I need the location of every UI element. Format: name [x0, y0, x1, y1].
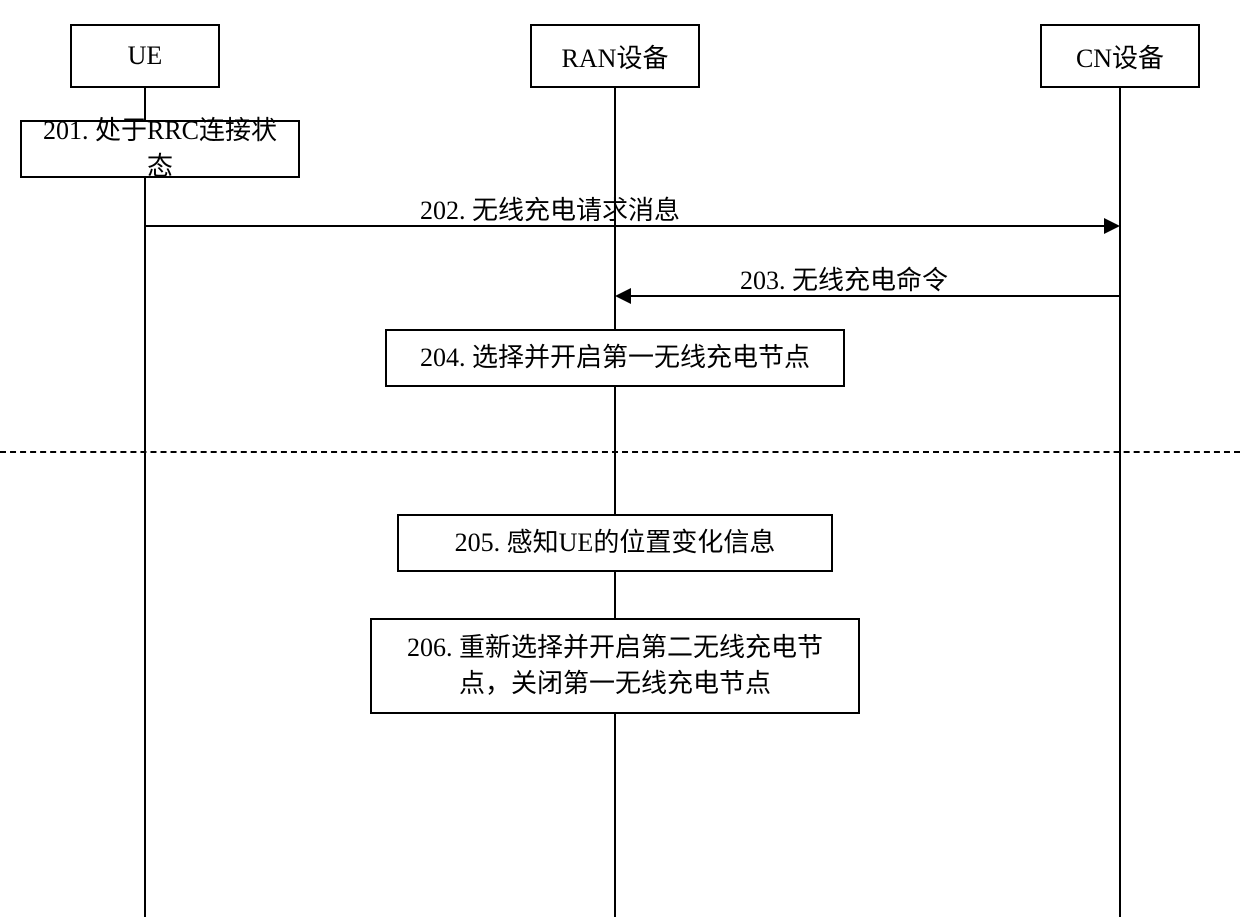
lifeline-ue — [144, 88, 146, 917]
step-206: 206. 重新选择并开启第二无线充电节点，关闭第一无线充电节点 — [370, 618, 860, 714]
sequence-diagram: UE RAN设备 CN设备 201. 处于RRC连接状态 202. 无线充电请求… — [0, 0, 1240, 917]
step-205-label: 205. 感知UE的位置变化信息 — [455, 525, 776, 561]
actor-ran: RAN设备 — [530, 24, 700, 88]
step-201-label: 201. 处于RRC连接状态 — [36, 113, 284, 186]
step-204: 204. 选择并开启第一无线充电节点 — [385, 329, 845, 387]
actor-ue: UE — [70, 24, 220, 88]
phase-divider — [0, 451, 1240, 453]
arrow-203-head — [615, 288, 631, 304]
step-205: 205. 感知UE的位置变化信息 — [397, 514, 833, 572]
arrow-203-line — [631, 295, 1120, 297]
actor-ran-label: RAN设备 — [562, 38, 669, 75]
actor-ue-label: UE — [128, 41, 163, 71]
arrow-203-label: 203. 无线充电命令 — [740, 260, 948, 297]
step-206-label: 206. 重新选择并开启第二无线充电节点，关闭第一无线充电节点 — [386, 630, 844, 703]
actor-cn: CN设备 — [1040, 24, 1200, 88]
actor-cn-label: CN设备 — [1076, 38, 1164, 75]
step-204-label: 204. 选择并开启第一无线充电节点 — [420, 340, 810, 376]
lifeline-cn — [1119, 88, 1121, 917]
arrow-202-line — [145, 225, 1104, 227]
arrow-202-label: 202. 无线充电请求消息 — [420, 190, 680, 227]
step-201: 201. 处于RRC连接状态 — [20, 120, 300, 178]
arrow-202-head — [1104, 218, 1120, 234]
